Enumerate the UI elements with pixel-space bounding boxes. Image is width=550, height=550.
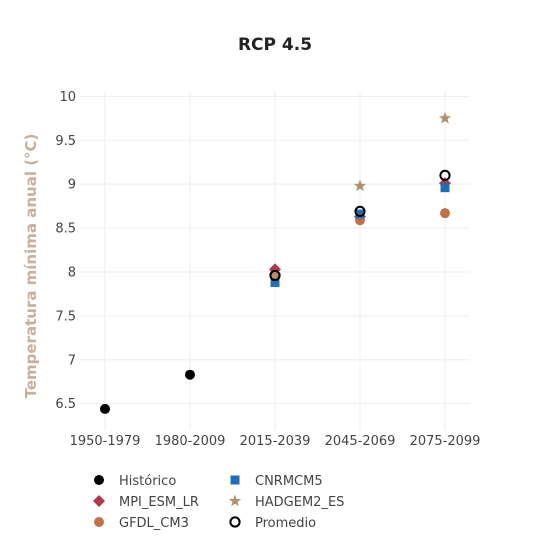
y-tick-label: 8 [68, 265, 76, 280]
legend-label: Histórico [119, 474, 176, 489]
series-promedio [269, 169, 451, 282]
legend-marker [94, 517, 104, 527]
series-hadgem2-es [268, 111, 452, 281]
x-tick-label: 2045-2069 [325, 434, 396, 449]
data-point [355, 209, 365, 219]
legend-marker [230, 475, 240, 485]
series-cnrmcm5 [270, 183, 450, 288]
legend-label: Promedio [255, 516, 316, 531]
y-tick-label: 10 [59, 90, 76, 105]
data-point [438, 111, 452, 124]
y-tick-label: 9.5 [55, 134, 76, 149]
legend-label: GFDL_CM3 [119, 516, 189, 531]
legend-marker [94, 475, 104, 485]
data-point [353, 179, 367, 192]
data-point [269, 269, 281, 282]
x-tick-label: 1980-2009 [155, 434, 226, 449]
data-point [185, 369, 195, 380]
y-tick-label: 8.5 [55, 222, 76, 237]
data-point [440, 183, 450, 193]
legend-marker [228, 494, 242, 507]
legend-label: MPI_ESM_LR [119, 495, 199, 510]
x-tick-label: 2015-2039 [240, 434, 311, 449]
y-tick-label: 6.5 [55, 397, 76, 412]
data-point [100, 403, 110, 414]
y-tick-label: 9 [68, 178, 76, 193]
series-hist-rico [100, 369, 195, 414]
data-point [270, 278, 280, 288]
legend: Histórico MPI_ESM_LR GFDL_CM3 CNRMCM5 HADGEM… [93, 474, 344, 531]
y-tick-label: 7.5 [55, 309, 76, 324]
data-point [440, 208, 450, 219]
data-point [439, 169, 451, 182]
data-point [268, 268, 282, 281]
data-point [354, 205, 366, 217]
y-axis-title: Temperatura mínima anual (°C) [22, 134, 40, 399]
legend-marker [229, 516, 241, 528]
x-tick-label: 2075-2099 [410, 434, 481, 449]
chart-title: RCP 4.5 [238, 35, 312, 55]
legend-label: HADGEM2_ES [255, 495, 344, 510]
x-tick-label: 1950-1979 [70, 434, 141, 449]
legend-marker [93, 495, 105, 507]
y-tick-label: 7 [68, 353, 76, 368]
legend-label: CNRMCM5 [255, 474, 323, 489]
